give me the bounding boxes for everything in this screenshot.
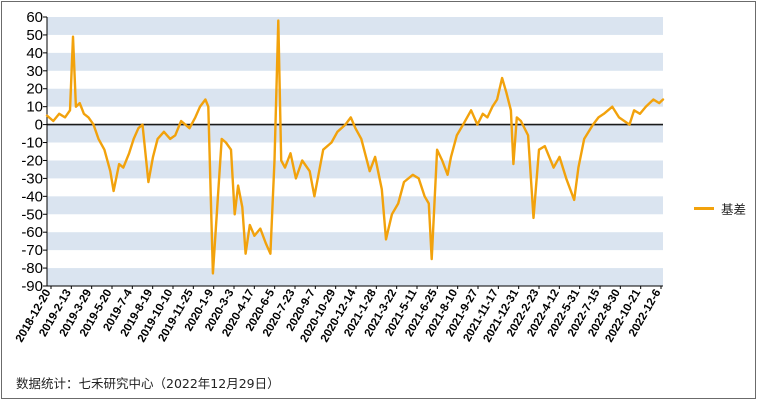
- y-tick-label: -50: [21, 206, 43, 223]
- grid-bands: [47, 17, 663, 286]
- y-tick-label: 30: [26, 63, 43, 80]
- series-basis: [45, 19, 665, 275]
- grid-band: [47, 196, 663, 215]
- y-tick-label: 20: [26, 81, 43, 98]
- grid-band: [47, 52, 663, 71]
- y-tick-label: -70: [21, 242, 43, 259]
- legend: 基差: [694, 199, 746, 218]
- grid-band: [47, 232, 663, 251]
- legend-swatch-basis: [694, 207, 714, 210]
- y-tick-label: 40: [26, 45, 43, 62]
- y-tick-label: -80: [21, 260, 43, 277]
- y-tick-label: -40: [21, 188, 43, 205]
- grid-band: [47, 17, 663, 35]
- grid-band: [47, 268, 663, 286]
- grid-band: [47, 124, 663, 143]
- y-tick-label: -20: [21, 152, 43, 169]
- x-axis: 2018-12-202019-2-132019-3-292019-5-20201…: [14, 285, 664, 344]
- legend-label-basis: 基差: [721, 202, 747, 217]
- series-line-basis: [45, 19, 665, 275]
- y-tick-label: 50: [26, 27, 43, 44]
- y-tick-label: -60: [21, 224, 43, 241]
- y-tick-label: -10: [21, 135, 43, 152]
- y-tick-label: -90: [21, 278, 43, 295]
- y-tick-label: 60: [26, 9, 43, 26]
- grid-band: [47, 88, 663, 107]
- y-tick-label: -30: [21, 170, 43, 187]
- y-tick-label: 10: [26, 99, 43, 116]
- y-tick-label: 0: [35, 117, 43, 134]
- source-note: 数据统计：七禾研究中心（2022年12月29日）: [16, 376, 280, 391]
- grid-band: [47, 160, 663, 179]
